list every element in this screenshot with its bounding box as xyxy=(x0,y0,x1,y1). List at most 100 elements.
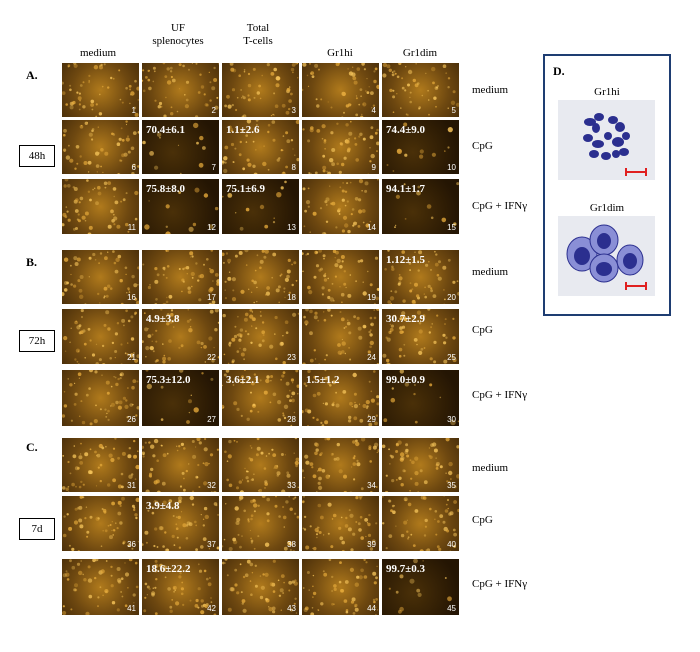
micrograph-tile-3: 3 xyxy=(222,63,299,117)
percentage-value: 3.6±2.1 xyxy=(226,374,260,386)
micrograph-texture xyxy=(302,438,379,492)
tile-number: 25 xyxy=(447,353,456,362)
tile-number: 7 xyxy=(211,163,216,172)
micrograph-tile-33: 33 xyxy=(222,438,299,492)
tile-number: 13 xyxy=(287,223,296,232)
row-label-c-medium: medium xyxy=(472,462,509,474)
row-label-c-cpg: CpG xyxy=(472,514,493,526)
tile-number: 34 xyxy=(367,481,376,490)
tile-number: 16 xyxy=(127,293,136,302)
micrograph-tile-42: 18.6±22.2 42 xyxy=(142,559,219,615)
micrograph-texture xyxy=(222,496,299,551)
micrograph-texture xyxy=(222,370,299,426)
micrograph-texture xyxy=(62,179,139,234)
time-box-48h: 48h xyxy=(19,145,55,167)
percentage-value: 1.12±1.5 xyxy=(386,254,426,266)
micrograph-tile-6: 6 xyxy=(62,120,139,174)
tile-number: 43 xyxy=(287,604,296,613)
micrograph-tile-5: 5 xyxy=(382,63,459,117)
section-label-b: B. xyxy=(26,255,38,269)
micrograph-tile-1: 1 xyxy=(62,63,139,117)
col-header-gr1hi: Gr1hi xyxy=(327,47,353,59)
tile-number: 35 xyxy=(447,481,456,490)
gr1dim-cells-illustration xyxy=(566,224,647,290)
micrograph-texture xyxy=(384,250,459,304)
tile-number: 33 xyxy=(287,481,296,490)
micrograph-texture xyxy=(382,63,459,117)
row-label-c-cpg-ifng: CpG + IFNγ xyxy=(472,578,528,590)
tile-number: 29 xyxy=(367,415,376,424)
col-header-total-tcells: Total T-cells xyxy=(220,22,296,48)
tile-number: 11 xyxy=(127,223,136,232)
tile-number: 30 xyxy=(447,415,456,424)
micrograph-tile-23: 23 xyxy=(222,309,299,364)
micrograph-tile-35: 35 xyxy=(382,438,459,492)
time-box-72h: 72h xyxy=(19,330,55,352)
percentage-value: 74.4±9.0 xyxy=(386,124,426,136)
micrograph-texture xyxy=(142,122,206,174)
micrograph-tile-43: 43 xyxy=(222,559,299,615)
micrograph-tile-37: 3.9±4.8 37 xyxy=(142,496,219,551)
micrograph-texture xyxy=(142,496,219,551)
tile-number: 15 xyxy=(447,223,456,232)
micrograph-texture xyxy=(394,182,459,228)
tile-number: 27 xyxy=(207,415,216,424)
percentage-value: 30.7±2.9 xyxy=(386,313,426,325)
micrograph-tile-7: 70.4±6.1 7 xyxy=(142,120,219,174)
tile-number: 41 xyxy=(127,604,136,613)
micrograph-tile-41: 41 xyxy=(62,559,139,615)
percentage-value: 99.0±0.9 xyxy=(386,374,426,386)
tile-number: 38 xyxy=(287,540,296,549)
micrograph-texture xyxy=(224,63,299,117)
tile-number: 24 xyxy=(367,353,376,362)
micrograph-tile-16: 16 xyxy=(62,250,139,304)
micrograph-tile-27: 75.3±12.0 27 xyxy=(142,370,219,426)
micrograph-texture xyxy=(63,309,139,364)
tile-number: 8 xyxy=(291,163,296,172)
tile-number: 18 xyxy=(287,293,296,302)
micrograph-texture xyxy=(382,309,457,364)
micrograph-tile-19: 19 xyxy=(302,250,379,304)
micrograph-texture xyxy=(143,559,217,615)
row-label-b-medium: medium xyxy=(472,266,509,278)
col-header-uf-line1: UF xyxy=(170,22,186,34)
tile-number: 42 xyxy=(207,604,216,613)
tile-number: 39 xyxy=(367,540,376,549)
micrograph-tile-4: 4 xyxy=(302,63,379,117)
micrograph-tile-25: 30.7±2.9 25 xyxy=(382,309,459,364)
micrograph-texture xyxy=(142,438,219,492)
percentage-value: 94.1±1.7 xyxy=(386,183,426,195)
micrograph-tile-44: 44 xyxy=(302,559,379,615)
micrograph-tile-39: 39 xyxy=(302,496,379,551)
tile-number: 4 xyxy=(371,106,376,115)
micrograph-tile-18: 18 xyxy=(222,250,299,304)
micrograph-texture xyxy=(224,438,299,492)
tile-number: 28 xyxy=(287,415,296,424)
micrograph-texture xyxy=(144,187,219,234)
tile-number: 40 xyxy=(447,540,456,549)
micrograph-texture xyxy=(222,309,299,364)
micrograph-tile-24: 24 xyxy=(302,309,379,364)
gr1hi-cytospin-image xyxy=(558,100,655,180)
tile-number: 17 xyxy=(207,293,216,302)
micrograph-texture xyxy=(145,370,214,424)
micrograph-texture xyxy=(302,309,379,364)
percentage-value: 1.5±1.2 xyxy=(306,374,340,386)
micrograph-tile-2: 2 xyxy=(142,63,219,117)
micrograph-tile-10: 74.4±9.0 10 xyxy=(382,120,459,174)
micrograph-tile-14: 14 xyxy=(302,179,379,234)
tile-number: 5 xyxy=(451,106,456,115)
col-header-medium: medium xyxy=(79,47,117,59)
percentage-value: 75.8±8.0 xyxy=(146,183,186,195)
micrograph-tile-45: 99.7±0.3 45 xyxy=(382,559,459,615)
tile-number: 10 xyxy=(447,163,456,172)
tile-number: 44 xyxy=(367,604,376,613)
micrograph-texture xyxy=(302,496,378,551)
panel-d-gr1dim-title: Gr1dim xyxy=(589,202,625,214)
row-label-a-medium: medium xyxy=(472,84,509,96)
micrograph-tile-30: 99.0±0.9 30 xyxy=(382,370,459,426)
percentage-value: 1.1±2.6 xyxy=(226,124,260,136)
panel-d-label: D. xyxy=(553,64,565,78)
micrograph-tile-13: 75.1±6.9 13 xyxy=(222,179,299,234)
micrograph-tile-20: 1.12±1.5 20 xyxy=(382,250,459,304)
